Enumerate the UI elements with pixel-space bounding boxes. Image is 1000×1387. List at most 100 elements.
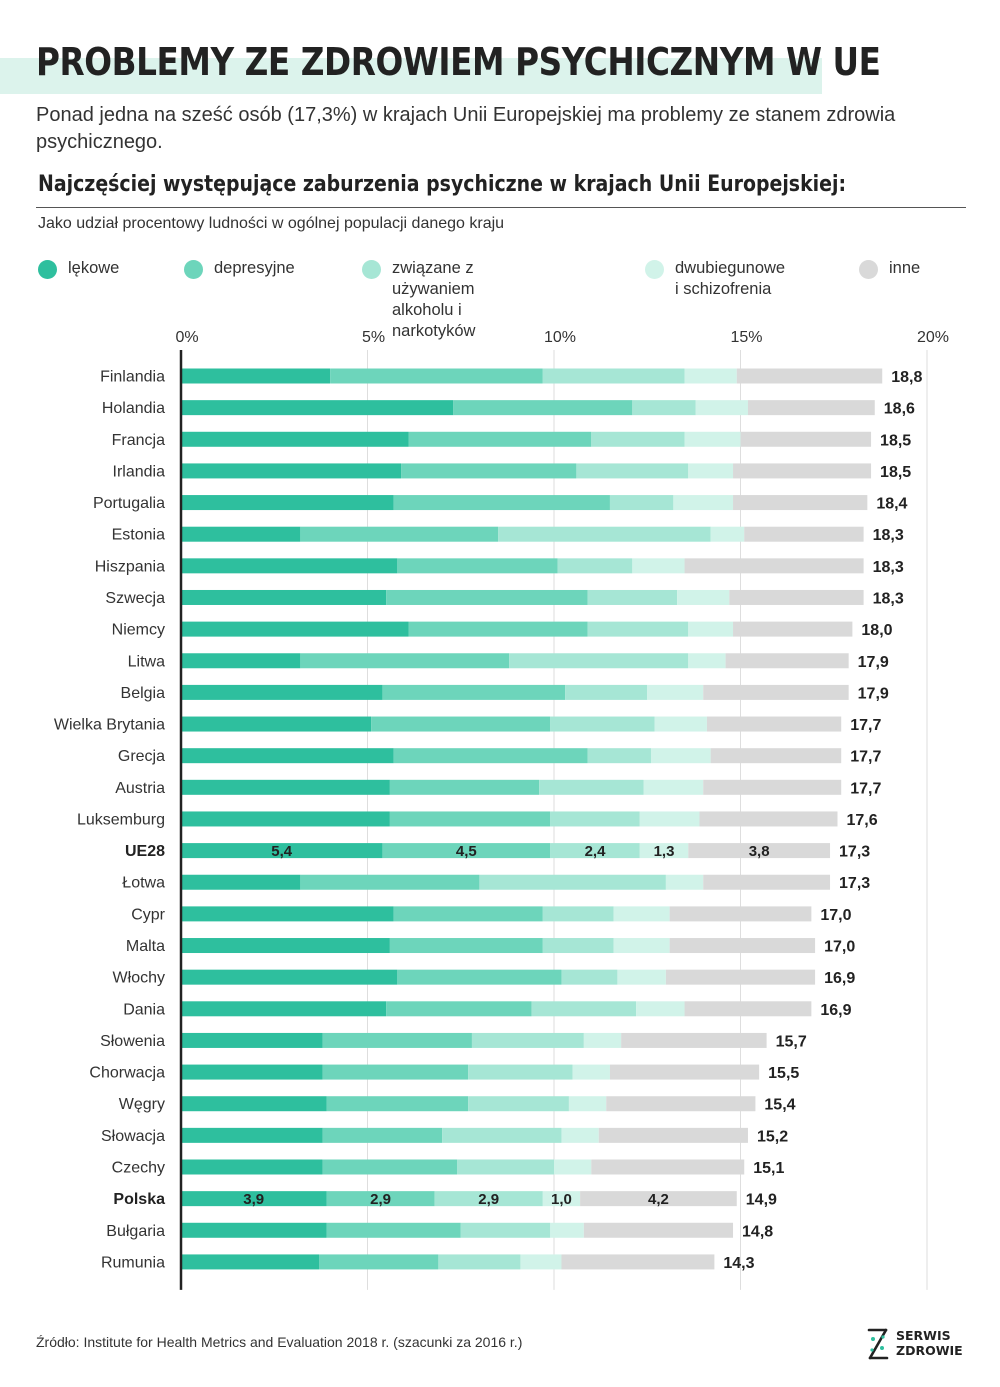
bar-segment — [591, 431, 685, 447]
source-note: Źródło: Institute for Health Metrics and… — [36, 1334, 523, 1350]
bar-segment — [725, 653, 849, 669]
bar-segment — [319, 1254, 439, 1270]
total-value-label: 18,3 — [873, 527, 904, 544]
bar-segment — [442, 1127, 562, 1143]
bar-segment — [550, 811, 640, 827]
bar-segment — [300, 653, 510, 669]
heading-divider — [36, 207, 966, 208]
total-value-label: 17,9 — [858, 685, 889, 702]
bar-segment — [609, 1064, 760, 1080]
category-label: Luksemburg — [77, 811, 165, 828]
bar-segment — [181, 1001, 387, 1017]
bar-segment — [703, 874, 831, 890]
bar-segment — [539, 779, 644, 795]
bar-segment — [181, 1254, 320, 1270]
bar-segment — [468, 1096, 569, 1112]
category-label: Hiszpania — [95, 558, 165, 575]
bar-segment — [181, 431, 409, 447]
bar-segment — [181, 653, 301, 669]
segment-value-label: 2,4 — [585, 843, 607, 860]
total-value-label: 17,7 — [850, 717, 881, 734]
bar-segment — [382, 843, 551, 859]
bar-segment — [665, 874, 704, 890]
category-label: Szwecja — [105, 590, 165, 607]
segment-value-label: 3,8 — [749, 843, 770, 860]
bar-segment — [389, 811, 551, 827]
bar-segment — [636, 1001, 685, 1017]
category-label: Czechy — [112, 1160, 165, 1177]
bar-segment — [542, 368, 685, 384]
bar-segment — [181, 779, 390, 795]
bar-segment — [498, 526, 711, 542]
category-label: UE28 — [125, 843, 165, 860]
total-value-label: 17,7 — [850, 749, 881, 766]
bar-segment — [565, 684, 648, 700]
category-label: Grecja — [118, 748, 165, 765]
bar-segment — [688, 463, 734, 479]
total-value-label: 16,9 — [824, 970, 855, 987]
bar-segment — [632, 400, 696, 416]
category-label: Irlandia — [113, 463, 166, 480]
bar-segment — [181, 368, 331, 384]
bar-segment — [639, 843, 689, 859]
x-tick-label: 10% — [544, 329, 576, 346]
bar-segment — [542, 906, 614, 922]
category-label: Belgia — [121, 685, 166, 702]
category-label: Malta — [126, 938, 165, 955]
total-value-label: 17,7 — [850, 780, 881, 797]
bar-segment — [300, 526, 499, 542]
bar-segment — [401, 463, 577, 479]
bar-segment — [393, 906, 543, 922]
logo-text: SERWIS ZDROWIE — [896, 1328, 963, 1358]
category-label: Finlandia — [100, 369, 165, 386]
category-label: Cypr — [131, 906, 165, 923]
bar-segment — [703, 684, 849, 700]
bar-segment — [330, 368, 543, 384]
bar-segment — [322, 1159, 458, 1175]
total-value-label: 17,9 — [858, 654, 889, 671]
bar-segment — [181, 811, 390, 827]
total-value-label: 14,3 — [723, 1255, 754, 1272]
bar-segment — [397, 558, 558, 574]
bar-segment — [393, 748, 588, 764]
segment-value-label: 2,9 — [478, 1191, 499, 1208]
total-value-label: 17,6 — [846, 812, 877, 829]
bar-segment — [613, 938, 670, 954]
legend-label-dwubiegunowe: dwubiegunowe i schizofrenia — [675, 259, 786, 298]
bar-segment — [438, 1254, 521, 1270]
bar-segment — [557, 558, 633, 574]
bar-segment — [300, 874, 480, 890]
bar-segment — [587, 621, 689, 637]
bar-segment — [181, 938, 390, 954]
bar-segment — [460, 1222, 551, 1238]
bar-segment — [181, 1127, 323, 1143]
bar-segment — [542, 938, 614, 954]
total-value-label: 17,3 — [839, 875, 870, 892]
bar-segment — [688, 621, 734, 637]
bar-segment — [371, 716, 551, 732]
page-title: PROBLEMY ZE ZDROWIEM PSYCHICZNYM W UE — [36, 40, 881, 84]
bar-segment — [181, 716, 372, 732]
bar-segment — [736, 368, 883, 384]
segment-value-label: 1,0 — [551, 1191, 572, 1208]
segment-value-label: 3,9 — [243, 1191, 264, 1208]
bar-segment — [386, 589, 588, 605]
x-tick-label: 15% — [730, 329, 762, 346]
legend-dot-lekowe — [38, 260, 57, 279]
total-value-label: 14,9 — [746, 1192, 777, 1209]
bar-segment — [531, 1001, 637, 1017]
category-label: Bułgaria — [106, 1223, 165, 1240]
bar-segment — [408, 621, 588, 637]
category-label: Łotwa — [122, 875, 165, 892]
bar-segment — [587, 748, 651, 764]
bar-segment — [382, 684, 566, 700]
chart-heading: Najczęściej występujące zaburzenia psych… — [38, 172, 847, 197]
bar-segment — [386, 1001, 532, 1017]
bar-segment — [181, 1064, 323, 1080]
bar-segment — [688, 843, 831, 859]
bar-segment — [181, 526, 301, 542]
bar-segment — [181, 1096, 327, 1112]
bar-segment — [181, 589, 387, 605]
category-label: Austria — [115, 780, 165, 797]
bar-segment — [703, 779, 842, 795]
